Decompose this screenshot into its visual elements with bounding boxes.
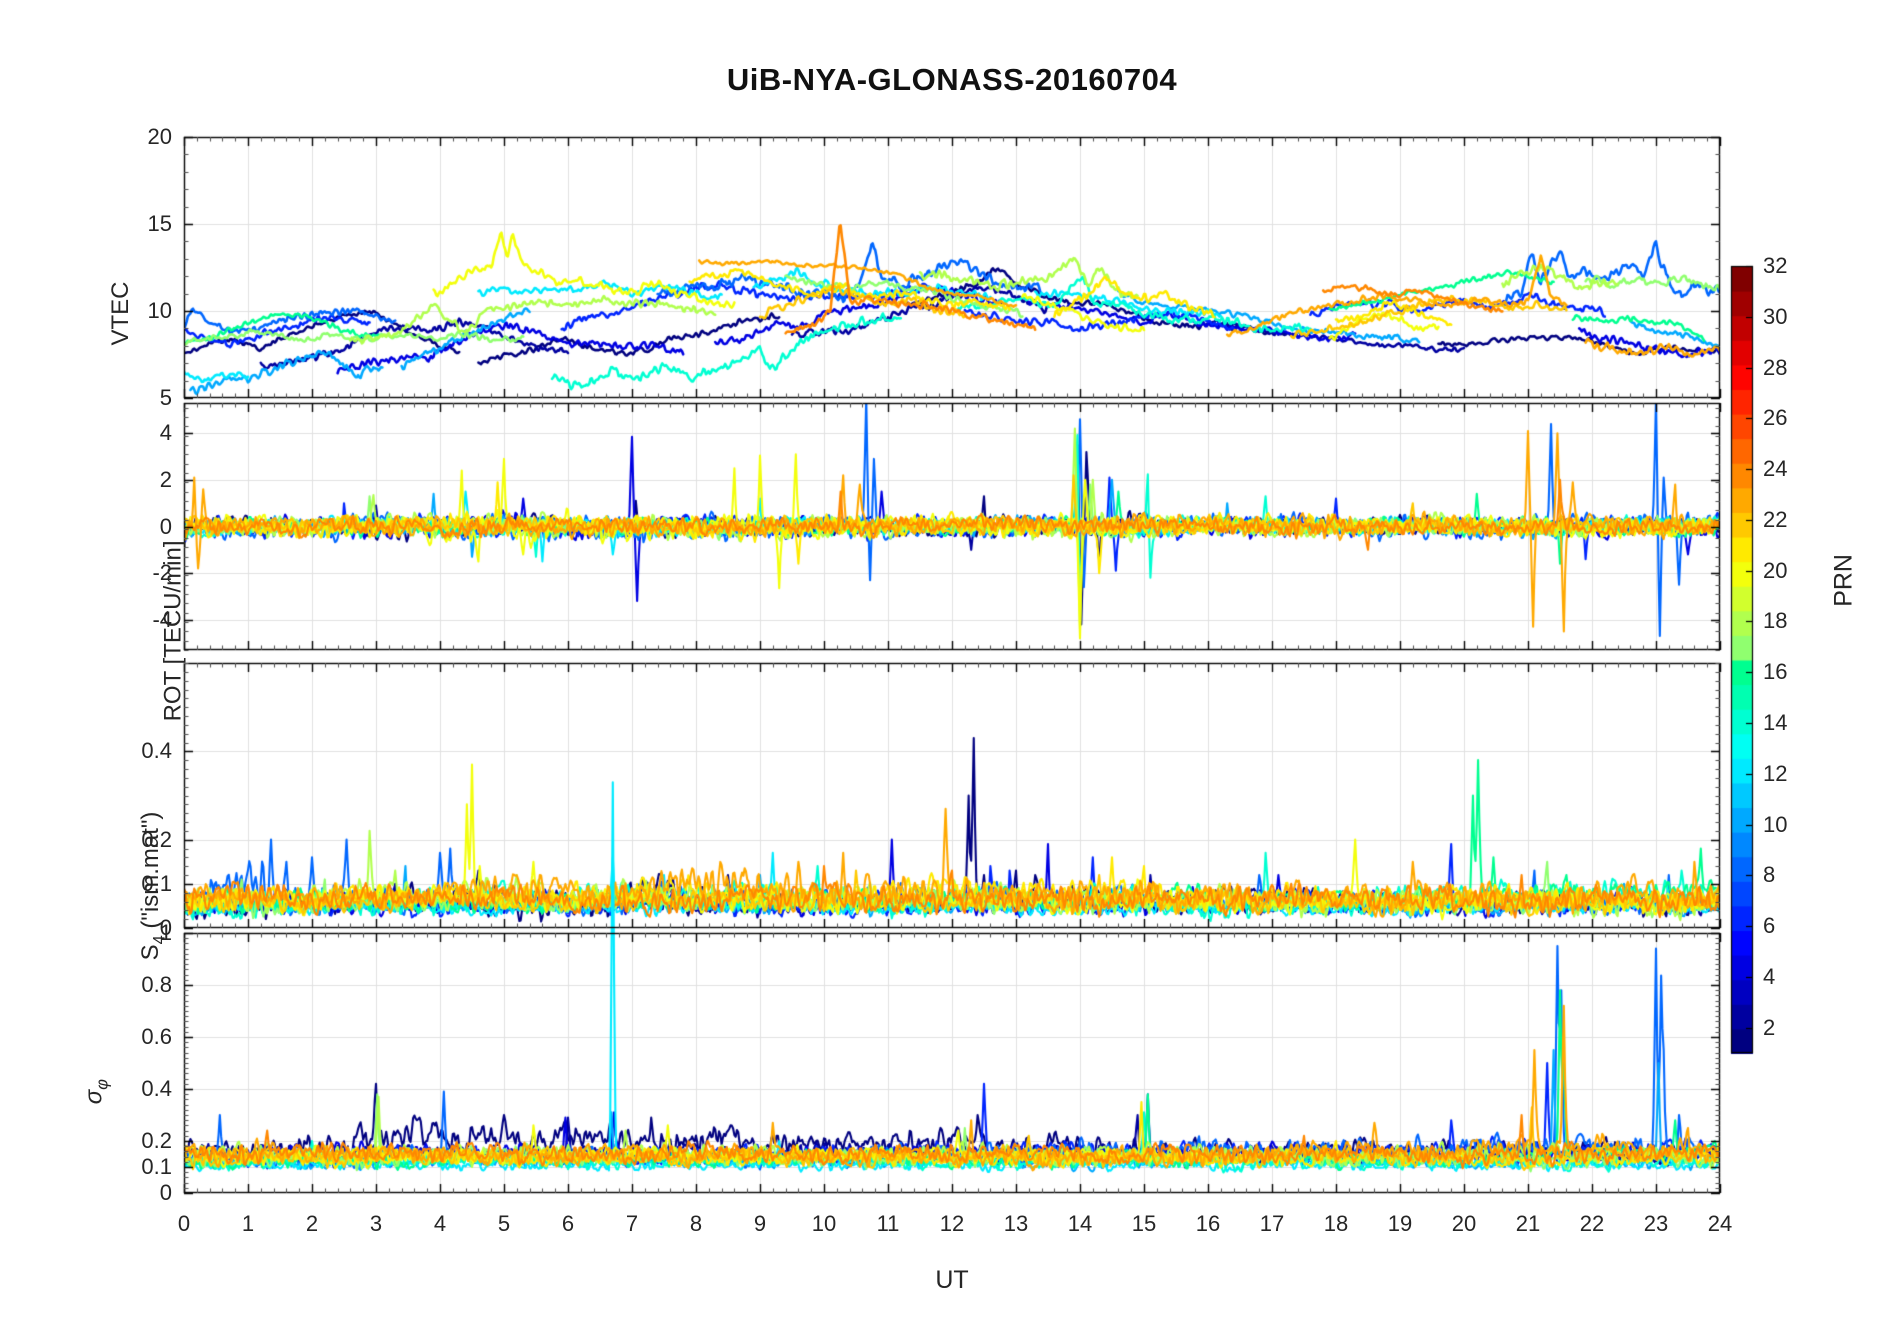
colorbar-label: PRN: [1829, 554, 1858, 607]
x-axis-label: UT: [935, 1266, 969, 1294]
y-axis-label-sigma-phi: σφ: [80, 1079, 112, 1105]
y-axis-label-rot: ROT [TECU/min]: [159, 540, 187, 722]
chart-title: UiB-NYA-GLONASS-20160704: [726, 62, 1178, 97]
y-axis-label-vtec: VTEC: [107, 281, 135, 346]
y-axis-label-s4: S4 ("ism.mat"): [137, 811, 169, 961]
